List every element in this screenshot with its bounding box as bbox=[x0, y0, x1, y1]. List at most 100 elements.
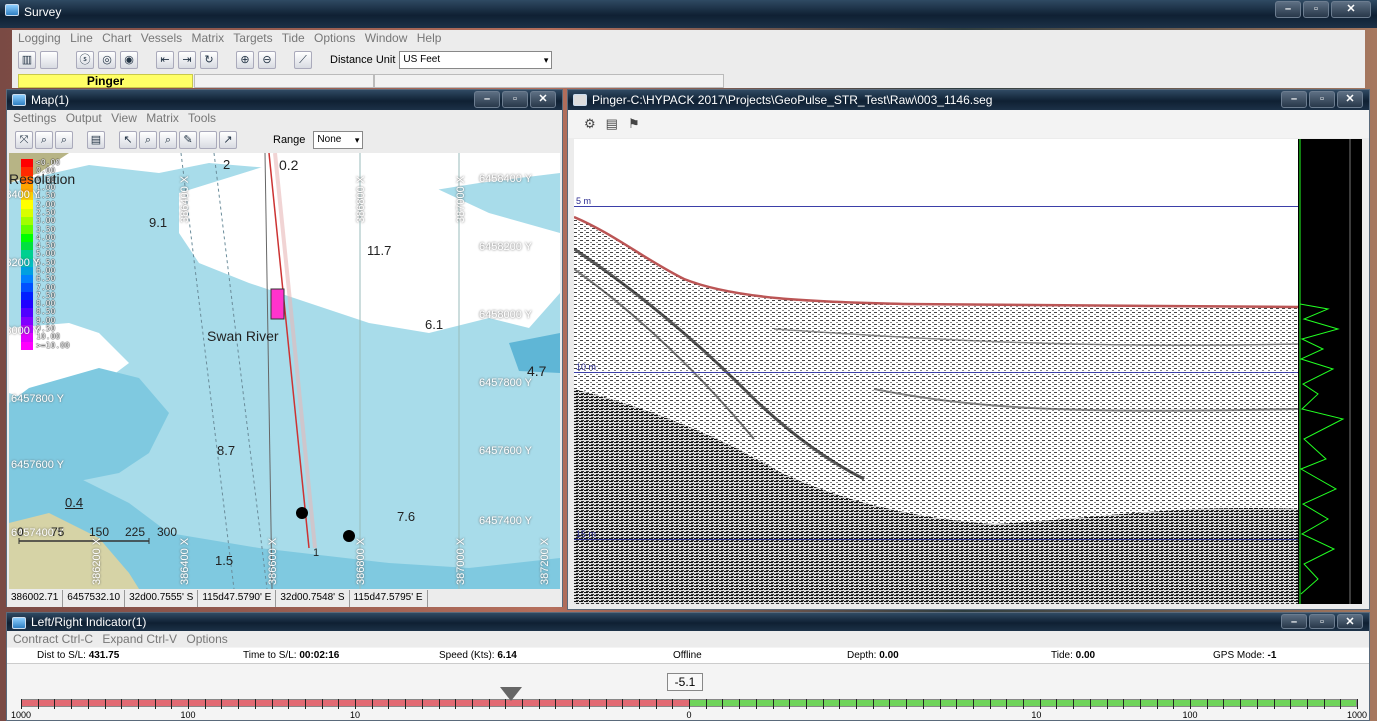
survey-title-text: Survey bbox=[24, 5, 62, 19]
menu-line[interactable]: Line bbox=[70, 31, 93, 45]
legend-row: 4.00 bbox=[21, 233, 83, 242]
line-prev-icon[interactable]: ⇤ bbox=[156, 51, 174, 69]
close-button[interactable]: ✕ bbox=[1331, 1, 1371, 18]
menu-targets[interactable]: Targets bbox=[233, 31, 273, 45]
zoom-in-icon[interactable]: ⊕ bbox=[236, 51, 254, 69]
map-title-text: Map(1) bbox=[31, 93, 70, 107]
draw-icon[interactable]: ✎ bbox=[179, 131, 197, 149]
sounding-label: 6.1 bbox=[425, 317, 444, 332]
measure-alt-icon[interactable]: ⌕ bbox=[159, 131, 177, 149]
map-menu-tools[interactable]: Tools bbox=[188, 111, 217, 125]
lr-menu-contract[interactable]: Contract Ctrl-C bbox=[13, 632, 94, 646]
lr-tick-label: 100 bbox=[1182, 710, 1198, 720]
lr-tick bbox=[121, 699, 123, 709]
lr-pointer[interactable] bbox=[500, 687, 522, 701]
lr-close-button[interactable]: ✕ bbox=[1337, 614, 1363, 629]
stat-status: Offline bbox=[673, 648, 702, 664]
lr-tick bbox=[672, 699, 674, 709]
map-canvas[interactable]: <0.00 0.00 0.50 1.00 1.50 2.00 2.50 3.00 3.50 4.0… bbox=[9, 153, 560, 589]
logbook-icon[interactable]: ▥ bbox=[18, 51, 36, 69]
seismic-profile[interactable]: 5 m 10 m 15 m bbox=[574, 139, 1298, 604]
measure-icon[interactable]: ⌕ bbox=[139, 131, 157, 149]
menu-matrix[interactable]: Matrix bbox=[191, 31, 225, 45]
zoom-extents-icon[interactable]: ⤧ bbox=[15, 131, 33, 149]
map-menu-matrix[interactable]: Matrix bbox=[146, 111, 179, 125]
menu-logging[interactable]: Logging bbox=[18, 31, 61, 45]
sounding-label: 9.1 bbox=[149, 215, 168, 230]
map-menu-settings[interactable]: Settings bbox=[13, 111, 57, 125]
chevron-down-icon: ▾ bbox=[543, 55, 549, 65]
menu-vessels[interactable]: Vessels bbox=[140, 31, 183, 45]
status-longitude: 115d47.5790' E bbox=[198, 590, 277, 607]
lr-minimize-button[interactable]: – bbox=[1281, 614, 1307, 629]
cursor-query-icon[interactable]: ↗ bbox=[219, 131, 237, 149]
legend-row: >=10.00 bbox=[21, 341, 83, 350]
zoom-out-icon[interactable]: ⊖ bbox=[258, 51, 276, 69]
legend-label: 7.50 bbox=[36, 290, 56, 300]
chart-background bbox=[9, 153, 560, 589]
document-icon[interactable]: ▤ bbox=[605, 116, 618, 131]
map-close-button[interactable]: ✕ bbox=[530, 91, 556, 108]
lr-tick bbox=[505, 699, 507, 709]
legend-swatch bbox=[21, 175, 33, 184]
lr-menubar: Contract Ctrl-C Expand Ctrl-V Options bbox=[7, 631, 1369, 647]
tab-pinger[interactable]: Pinger bbox=[18, 74, 193, 88]
target-icon[interactable]: ◎ bbox=[98, 51, 116, 69]
maximize-button[interactable]: ▫ bbox=[1303, 1, 1329, 18]
tab-empty-2[interactable] bbox=[374, 74, 724, 88]
zoom-prev-icon[interactable]: ⌕ bbox=[55, 131, 73, 149]
target-alt-icon[interactable]: ◉ bbox=[120, 51, 138, 69]
legend-swatch bbox=[21, 167, 33, 176]
menu-chart[interactable]: Chart bbox=[102, 31, 132, 45]
settings-icon[interactable]: ⚙ bbox=[584, 116, 596, 131]
print-icon[interactable]: ▤ bbox=[87, 131, 105, 149]
sounding-label: 0.2 bbox=[279, 157, 299, 173]
map-maximize-button[interactable]: ▫ bbox=[502, 91, 528, 108]
map-menu-output[interactable]: Output bbox=[65, 111, 102, 125]
pinger-maximize-button[interactable]: ▫ bbox=[1309, 91, 1335, 108]
lr-tick bbox=[471, 699, 473, 709]
stat-label: Speed (Kts): bbox=[439, 650, 495, 661]
map-minimize-button[interactable]: – bbox=[474, 91, 500, 108]
sounding-label: 4.7 bbox=[527, 363, 547, 379]
stat-speed: Speed (Kts): 6.14 bbox=[439, 648, 517, 664]
map-menu-view[interactable]: View bbox=[111, 111, 137, 125]
lr-tick bbox=[188, 699, 189, 709]
lr-tick bbox=[822, 699, 824, 709]
blank-map-tool-icon[interactable] bbox=[199, 131, 217, 149]
legend-row: 1.00 bbox=[21, 184, 83, 193]
events-icon[interactable]: ⓢ bbox=[76, 51, 94, 69]
stat-label: Depth: bbox=[847, 650, 877, 661]
lr-maximize-button[interactable]: ▫ bbox=[1309, 614, 1335, 629]
range-select[interactable]: None ▾ bbox=[313, 131, 364, 149]
pointer-icon[interactable]: ↖ bbox=[119, 131, 137, 149]
legend-row: 7.00 bbox=[21, 283, 83, 292]
tab-empty-1[interactable] bbox=[194, 74, 374, 88]
menu-help[interactable]: Help bbox=[416, 31, 442, 45]
menu-tide[interactable]: Tide bbox=[281, 31, 305, 45]
distance-unit-select[interactable]: US Feet ▾ bbox=[399, 51, 553, 69]
grid-x-label: 386400 X bbox=[179, 175, 191, 223]
pinger-window-icon bbox=[573, 94, 587, 106]
status-northing: 6457532.10 bbox=[63, 590, 126, 607]
pinger-close-button[interactable]: ✕ bbox=[1337, 91, 1363, 108]
zoom-window-icon[interactable]: ⌕ bbox=[35, 131, 53, 149]
minimize-button[interactable]: – bbox=[1275, 1, 1301, 18]
legend-row: 9.50 bbox=[21, 325, 83, 334]
lr-tick bbox=[104, 699, 106, 709]
menu-window[interactable]: Window bbox=[364, 31, 408, 45]
lr-menu-options[interactable]: Options bbox=[186, 632, 228, 646]
refresh-icon[interactable]: ↻ bbox=[200, 51, 218, 69]
blank-tool-icon[interactable] bbox=[40, 51, 58, 69]
stat-value: 00:02:16 bbox=[299, 650, 340, 661]
line-next-icon[interactable]: ⇥ bbox=[178, 51, 196, 69]
lr-tick bbox=[321, 699, 323, 709]
lr-menu-expand[interactable]: Expand Ctrl-V bbox=[102, 632, 178, 646]
flag-icon[interactable]: ⚑ bbox=[627, 116, 640, 131]
map-statusbar: 386002.71 6457532.10 32d00.7555' S 115d4… bbox=[7, 590, 562, 607]
ruler-icon[interactable]: ⟋ bbox=[294, 51, 312, 69]
menu-options[interactable]: Options bbox=[314, 31, 356, 45]
lr-tick bbox=[722, 699, 724, 709]
stat-label: Tide: bbox=[1051, 650, 1073, 661]
pinger-minimize-button[interactable]: – bbox=[1281, 91, 1307, 108]
